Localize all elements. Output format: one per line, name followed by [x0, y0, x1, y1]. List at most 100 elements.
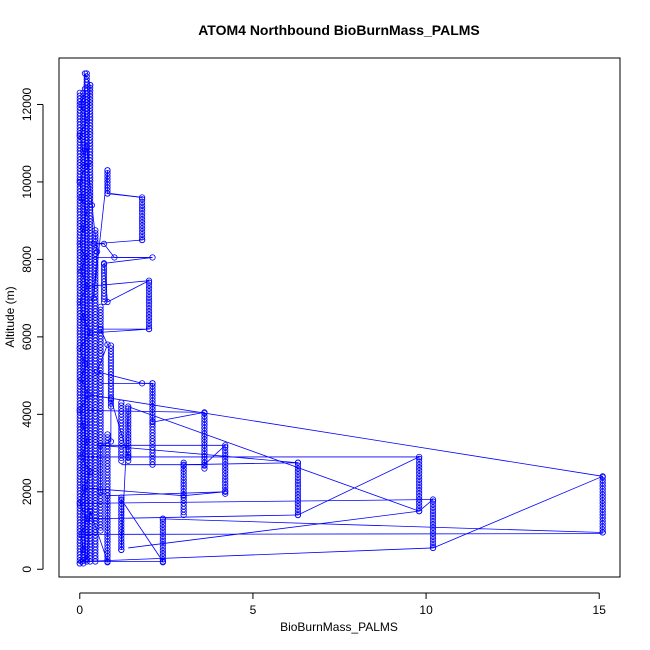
data-point	[76, 540, 83, 547]
data-point	[149, 435, 156, 442]
data-point	[76, 232, 83, 239]
data-point	[104, 178, 111, 186]
data-point	[201, 459, 208, 466]
data-point	[83, 111, 90, 118]
data-point	[83, 320, 90, 327]
data-point	[104, 457, 111, 464]
data-point	[100, 278, 108, 285]
data-point	[76, 130, 83, 137]
data-point	[76, 362, 83, 370]
data-point	[599, 473, 606, 480]
data-point	[83, 108, 90, 115]
data-point	[104, 530, 111, 537]
data-point	[83, 99, 90, 106]
data-point	[118, 422, 125, 430]
data-point	[118, 434, 125, 441]
data-point	[83, 291, 90, 298]
data-point	[107, 362, 115, 370]
data-point	[118, 511, 125, 519]
data-point	[76, 89, 83, 96]
data-point	[76, 322, 83, 329]
data-point	[118, 535, 125, 542]
data-point	[76, 127, 83, 134]
data-point	[83, 183, 90, 190]
data-point	[83, 148, 90, 156]
data-point	[76, 217, 83, 224]
data-point	[83, 503, 90, 510]
data-point	[294, 488, 302, 495]
data-point	[76, 214, 83, 221]
data-point	[76, 319, 83, 326]
data-point	[104, 173, 111, 180]
data-point	[180, 503, 187, 510]
data-point	[83, 256, 90, 263]
data-point	[76, 139, 83, 146]
data-point	[83, 526, 90, 533]
data-point	[201, 413, 208, 420]
data-point	[76, 423, 83, 431]
data-point	[76, 496, 83, 503]
data-point	[76, 226, 83, 233]
data-point	[83, 285, 90, 292]
data-point	[159, 547, 166, 554]
data-point	[118, 523, 125, 530]
data-point	[76, 101, 83, 108]
data-point	[81, 254, 89, 261]
y-axis-label: Altitude (m)	[3, 286, 17, 347]
data-point	[76, 418, 83, 425]
data-point	[139, 210, 146, 217]
data-point	[104, 442, 111, 450]
data-point	[222, 461, 229, 468]
data-point	[149, 383, 156, 390]
data-point	[139, 225, 146, 232]
data-point	[149, 415, 156, 422]
data-point	[139, 204, 146, 212]
data-point	[76, 142, 83, 149]
data-point	[81, 360, 89, 368]
data-point	[104, 521, 111, 528]
data-point	[222, 444, 229, 451]
data-point	[429, 527, 437, 534]
data-point	[118, 437, 125, 444]
data-point	[76, 449, 83, 457]
data-point	[149, 461, 156, 468]
data-point	[416, 453, 423, 461]
data-point	[118, 451, 125, 459]
data-point	[104, 558, 111, 565]
data-point	[159, 558, 166, 565]
data-point	[139, 219, 146, 226]
data-point	[76, 121, 83, 128]
data-point	[118, 411, 125, 418]
data-point	[294, 509, 302, 516]
data-point	[104, 463, 111, 470]
data-point	[104, 506, 111, 514]
data-point	[180, 494, 187, 501]
data-point	[76, 147, 83, 155]
data-point	[76, 368, 83, 375]
data-point	[83, 244, 90, 251]
data-point	[294, 506, 302, 513]
data-point	[83, 323, 90, 330]
data-point	[76, 171, 83, 178]
data-point	[149, 432, 156, 439]
data-point	[104, 440, 111, 447]
data-point	[599, 514, 606, 522]
data-point	[76, 168, 83, 175]
data-point	[83, 346, 90, 353]
data-point	[149, 441, 156, 448]
data-point	[429, 533, 437, 540]
data-point	[76, 278, 83, 285]
data-point	[149, 455, 156, 462]
data-point	[83, 308, 90, 315]
data-point	[145, 302, 153, 309]
data-point	[83, 172, 90, 179]
data-point	[180, 509, 187, 516]
data-point	[76, 296, 83, 303]
data-point	[125, 431, 132, 438]
data-point	[83, 517, 90, 524]
data-point	[83, 334, 90, 341]
data-point	[83, 157, 90, 164]
data-point	[201, 448, 208, 455]
data-point	[76, 383, 83, 390]
data-point	[78, 267, 85, 275]
